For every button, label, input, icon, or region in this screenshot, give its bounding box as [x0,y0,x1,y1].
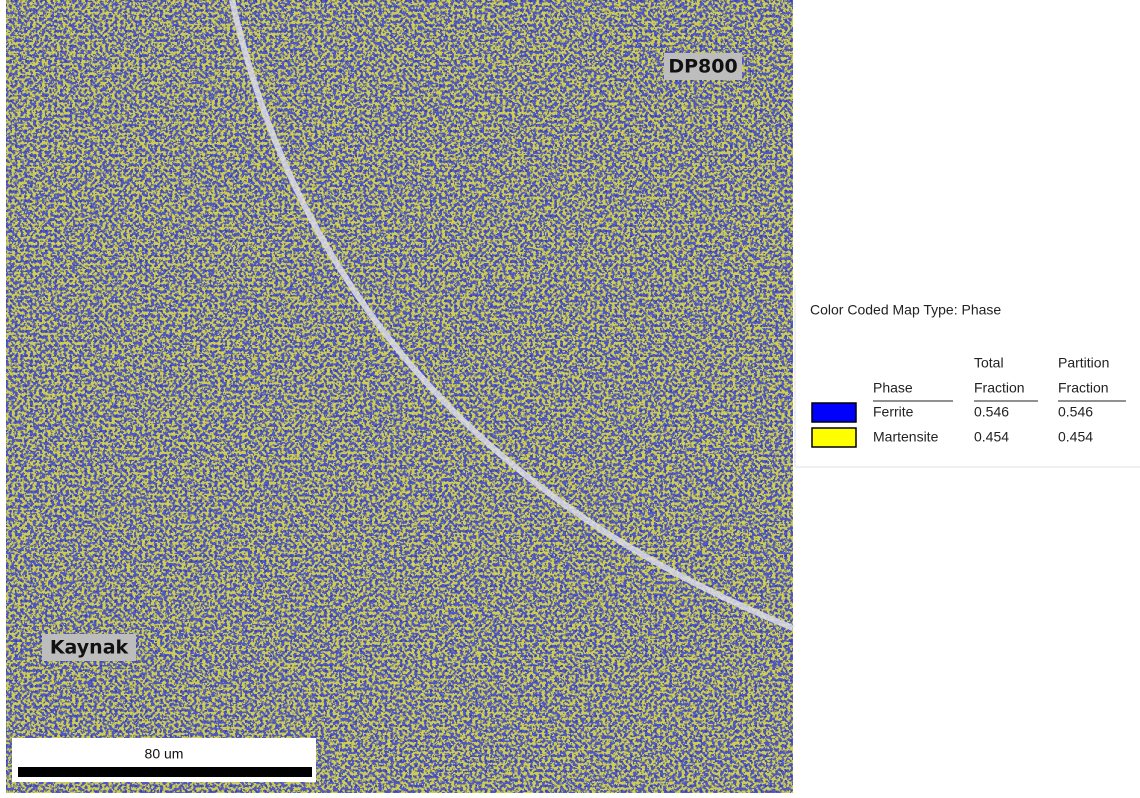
legend-swatch [811,427,857,448]
total-fraction: 0.454 [974,429,1009,445]
map-grain [6,0,793,793]
map-label: Kaynak [50,637,129,659]
phase-name: Ferrite [873,404,914,420]
map-label: DP800 [668,56,737,78]
legend-rows: Ferrite 0.546 0.546 Martensite 0.454 0.454 [811,402,1093,448]
label-box [664,53,742,80]
column-header: Partition [1058,355,1109,371]
legend-swatch [811,402,857,423]
partition-fraction: 0.454 [1058,429,1093,445]
column-header: Total [974,355,1004,371]
scale-bar [18,767,312,777]
scale-bar-label: 80 um [145,746,184,762]
phase-map: DP800 Kaynak 80 um [6,0,795,793]
legend: Color Coded Map Type: Phase Phase Total … [794,285,1140,468]
partition-fraction: 0.546 [1058,404,1093,420]
phase-name: Martensite [873,429,939,445]
boundary-line [229,0,795,631]
total-fraction: 0.546 [974,404,1009,420]
column-header: Fraction [974,380,1025,396]
column-header: Fraction [1058,380,1109,396]
column-header: Phase [873,380,913,396]
legend-title: Color Coded Map Type: Phase [810,302,1001,318]
label-box [42,634,136,661]
